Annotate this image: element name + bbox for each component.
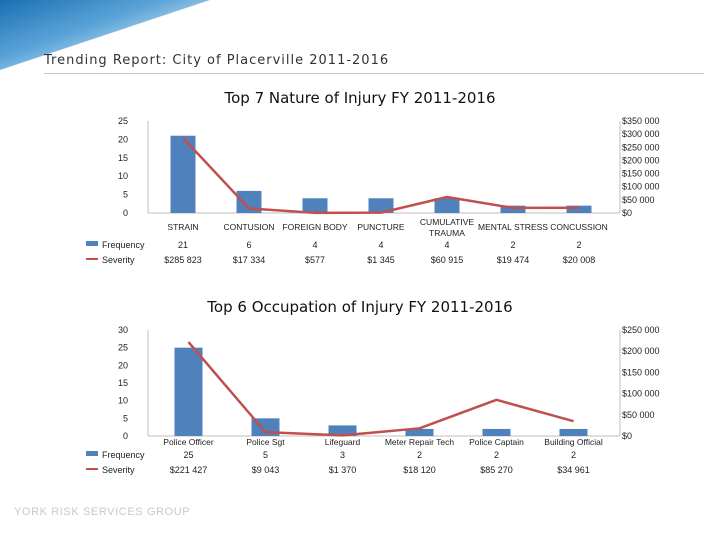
- chart-1-left-tick-label: 0: [123, 208, 128, 218]
- chart-1-category-label: CONTUSION: [224, 222, 275, 232]
- chart-2-severity-value: $9 043: [252, 465, 280, 475]
- chart-2-right-tick-label: $100 000: [622, 389, 660, 399]
- chart-1-frequency-value: 4: [444, 240, 449, 250]
- chart-1-severity-value: $20 008: [563, 255, 596, 265]
- chart-2-bar: [174, 347, 203, 436]
- chart-1-bar: [368, 198, 394, 213]
- chart-1-severity-value: $60 915: [431, 255, 464, 265]
- chart-1-right-tick-label: $350 000: [622, 116, 660, 126]
- chart-1-frequency-value: 2: [510, 240, 515, 250]
- chart-2-category-label: Police Captain: [469, 437, 524, 447]
- chart-1-category-label: STRAIN: [167, 222, 198, 232]
- chart-1-left-tick-label: 15: [118, 153, 128, 163]
- chart-1-category-label: CONCUSSION: [550, 222, 608, 232]
- chart-2-bar: [559, 428, 588, 436]
- chart-2-frequency-value: 2: [417, 450, 422, 460]
- chart-1-severity-line: [182, 137, 580, 215]
- chart-2-left-tick-label: 0: [123, 431, 128, 441]
- chart-2-legend-frequency-label: Frequency: [102, 450, 145, 460]
- chart-2-frequency-value: 2: [494, 450, 499, 460]
- chart-1-right-tick-label: $0: [622, 208, 632, 218]
- chart-1-legend-frequency-swatch: [86, 241, 98, 246]
- chart-1-left-tick-label: 25: [118, 116, 128, 126]
- chart-1-severity-value: $1 345: [367, 255, 395, 265]
- chart-1-bar: [500, 205, 526, 213]
- chart-2-left-tick-label: 20: [118, 360, 128, 370]
- chart-1-left-tick-label: 20: [118, 134, 128, 144]
- chart-2-frequency-value: 5: [263, 450, 268, 460]
- chart-2-category-label: Police Officer: [163, 437, 214, 447]
- report-title: Trending Report: City of Placerville 201…: [44, 53, 390, 68]
- chart-1-severity-value: $577: [305, 255, 325, 265]
- chart-2-frequency-value: 3: [340, 450, 345, 460]
- chart-1-right-tick-label: $50 000: [622, 195, 655, 205]
- chart-1-bar: [302, 198, 328, 213]
- title-divider: [44, 73, 704, 74]
- chart-2-category-label: Building Official: [544, 437, 603, 447]
- chart-2-severity-value: $34 961: [557, 465, 590, 475]
- chart-1-title: Top 7 Nature of Injury FY 2011-2016: [224, 89, 496, 107]
- chart-1-bar: [566, 205, 592, 213]
- chart-1-legend-severity-label: Severity: [102, 255, 135, 265]
- chart-1-right-tick-label: $200 000: [622, 155, 660, 165]
- chart-1-category-label: FOREIGN BODY: [282, 222, 348, 232]
- chart-2-right-tick-label: $150 000: [622, 367, 660, 377]
- chart-2-severity-value: $221 427: [170, 465, 208, 475]
- chart-2-legend-frequency-swatch: [86, 451, 98, 456]
- chart-1-left-tick-label: 10: [118, 171, 128, 181]
- chart-1-frequency-value: 6: [246, 240, 251, 250]
- chart-1-severity-value: $17 334: [233, 255, 266, 265]
- chart-2-legend-severity-label: Severity: [102, 465, 135, 475]
- chart-2-frequency-value: 25: [183, 450, 193, 460]
- chart-1-category-label: MENTAL STRESS: [478, 222, 548, 232]
- chart-2-title: Top 6 Occupation of Injury FY 2011-2016: [207, 298, 513, 316]
- chart-2-left-tick-label: 5: [123, 413, 128, 423]
- chart-1-frequency-value: 4: [378, 240, 383, 250]
- chart-2-frequency-value: 2: [571, 450, 576, 460]
- chart-2-bar: [405, 428, 434, 436]
- chart-1-severity-value: $285 823: [164, 255, 202, 265]
- chart-1-severity-value: $19 474: [497, 255, 530, 265]
- chart-1-right-tick-label: $250 000: [622, 142, 660, 152]
- chart-1-right-tick-label: $100 000: [622, 182, 660, 192]
- chart-1-bar: [434, 198, 460, 213]
- chart-1-category-label: PUNCTURE: [357, 222, 405, 232]
- chart-2-severity-line: [187, 341, 574, 437]
- chart-2-right-tick-label: $200 000: [622, 346, 660, 356]
- chart-1-frequency-value: 21: [178, 240, 188, 250]
- chart-2-bar: [482, 428, 511, 436]
- chart-2-category-label: Meter Repair Tech: [385, 437, 455, 447]
- chart-1-frequency-value: 2: [576, 240, 581, 250]
- chart-2-right-tick-label: $0: [622, 431, 632, 441]
- chart-1-right-tick-label: $300 000: [622, 129, 660, 139]
- chart-1-right-tick-label: $150 000: [622, 169, 660, 179]
- chart-2-bar: [328, 425, 357, 436]
- chart-2-left-tick-label: 15: [118, 378, 128, 388]
- chart-2-left-tick-label: 30: [118, 325, 128, 335]
- chart-2-left-tick-label: 25: [118, 343, 128, 353]
- chart-2-right-tick-label: $50 000: [622, 410, 655, 420]
- chart-1-legend-frequency-label: Frequency: [102, 240, 145, 250]
- chart-2-category-label: Lifeguard: [325, 437, 361, 447]
- chart-2-severity-value: $1 370: [329, 465, 357, 475]
- chart-1-category-label: CUMULATIVE TRAUMA: [420, 217, 474, 238]
- chart-2-category-label: Police Sgt: [246, 437, 285, 447]
- chart-2-severity-value: $18 120: [403, 465, 436, 475]
- footer-watermark: YORK RISK SERVICES GROUP: [14, 506, 191, 518]
- chart-2-left-tick-label: 10: [118, 396, 128, 406]
- chart-2-severity-value: $85 270: [480, 465, 513, 475]
- chart-2-right-tick-label: $250 000: [622, 325, 660, 335]
- chart-1-frequency-value: 4: [312, 240, 317, 250]
- chart-1-bar: [236, 190, 262, 213]
- chart-1-left-tick-label: 5: [123, 190, 128, 200]
